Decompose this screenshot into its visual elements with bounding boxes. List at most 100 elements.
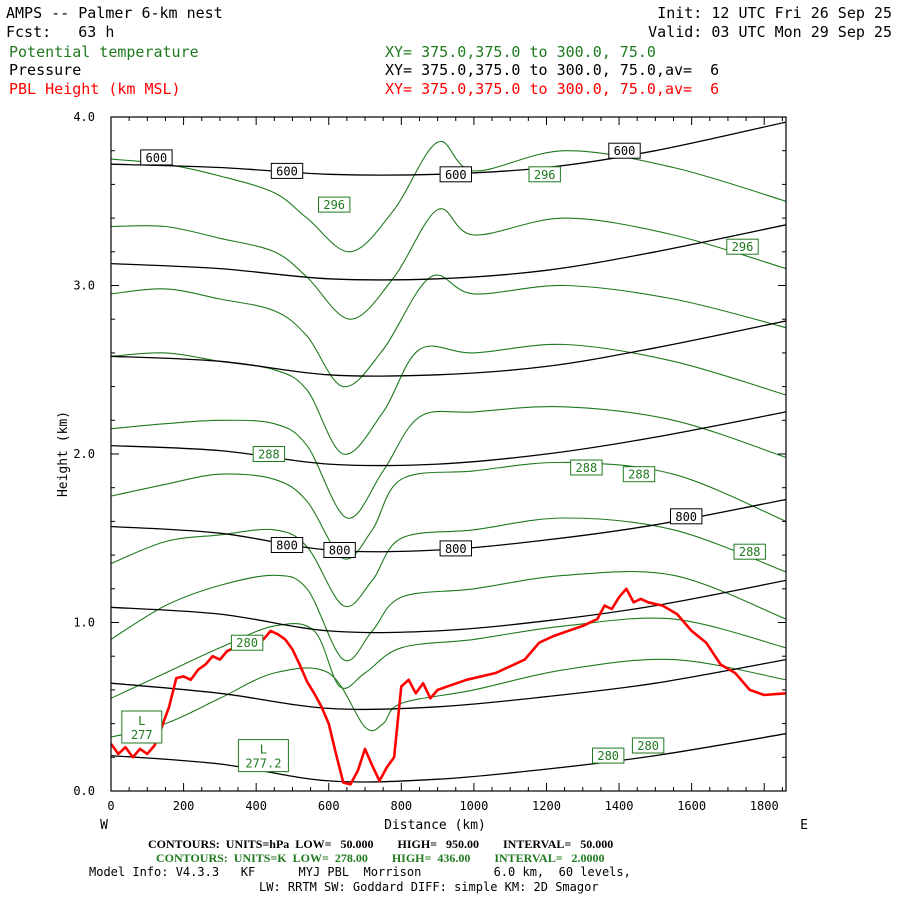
theta-label-text: 288 <box>258 448 280 462</box>
low-marker-value: 277 <box>131 728 153 742</box>
field-theta-xy: XY= 375.0,375.0 to 300.0, 75.0 <box>385 43 656 61</box>
pressure-label-text: 800 <box>445 542 467 556</box>
field-pressure-xy: XY= 375.0,375.0 to 300.0, 75.0,av= 6 <box>385 61 720 79</box>
x-tick-label: 1600 <box>677 799 706 813</box>
y-tick-label: 1.0 <box>73 616 95 630</box>
pressure-label-text: 600 <box>614 144 636 158</box>
low-marker-box <box>237 739 289 773</box>
theta-contour-line <box>111 406 786 519</box>
theta-label: 288 <box>622 466 656 483</box>
theta-label-text: 280 <box>597 749 619 763</box>
pressure-label-box <box>270 162 304 179</box>
theta-label: 288 <box>733 543 766 560</box>
theta-contour-line <box>111 461 786 560</box>
y-tick-label: 2.0 <box>73 447 95 461</box>
pressure-contour-750 <box>111 411 786 467</box>
pressure-label: 800 <box>439 540 473 557</box>
pressure-contour-800 <box>111 498 786 553</box>
pressure-label: 600 <box>608 142 641 159</box>
theta-label-box <box>592 747 625 764</box>
field-theta-title: Potential temperature <box>9 43 199 61</box>
low-marker-value: 277.2 <box>245 757 281 771</box>
theta-label-text: 280 <box>236 636 258 650</box>
pressure-label-text: 800 <box>276 539 298 553</box>
x-tick-label: 1200 <box>532 799 561 813</box>
theta-label: 296 <box>318 196 351 213</box>
theta-label-text: 288 <box>576 461 598 475</box>
theta-label-text: 296 <box>534 168 556 182</box>
pressure-label: 800 <box>270 537 304 553</box>
y-tick-label: 4.0 <box>73 110 95 124</box>
y-tick-label: 0.0 <box>73 784 95 798</box>
theta-label: 288 <box>570 459 603 476</box>
theta-label-box <box>726 238 759 255</box>
field-pbl-xy: XY= 375.0,375.0 to 300.0, 75.0,av= 6 <box>385 80 720 98</box>
pressure-label: 600 <box>270 162 304 179</box>
pressure-label-text: 800 <box>329 544 351 558</box>
theta-contour-line <box>111 570 786 662</box>
pressure-label-text: 600 <box>276 164 298 178</box>
low-marker-symbol: L <box>260 743 267 757</box>
theta-label-box <box>631 737 665 754</box>
field-pressure-title: Pressure <box>9 61 82 79</box>
x-tick-label: 1400 <box>605 799 634 813</box>
pressure-contour-info: CONTOURS: UNITS=hPa LOW= 50.000 HIGH= 95… <box>148 837 614 851</box>
x-tick-label: 400 <box>245 799 267 813</box>
contour-labels: 600 600 600 600 800 800 800 800 296 296 296 288 288 2… <box>121 142 766 773</box>
theta-contours <box>111 140 786 738</box>
theta-contour-line <box>111 617 786 699</box>
valid-time: Valid: 03 UTC Mon 29 Sep 25 <box>648 23 892 41</box>
theta-label-text: 288 <box>739 545 761 559</box>
west-label: W <box>100 818 108 833</box>
x-tick-label: 600 <box>318 799 340 813</box>
pressure-label: 800 <box>323 542 356 558</box>
theta-label-text: 296 <box>732 240 754 254</box>
theta-label: 288 <box>252 446 286 462</box>
y-tick-label: 3.0 <box>73 279 95 293</box>
theta-label-box <box>622 466 656 483</box>
pressure-label-box <box>439 166 473 183</box>
x-axis-label: Distance (km) <box>384 818 486 833</box>
low-marker-box <box>121 710 163 744</box>
pressure-contours <box>111 121 786 783</box>
pressure-contour-700 <box>111 320 786 377</box>
x-tick-label: 200 <box>173 799 195 813</box>
theta-label-box <box>252 446 286 462</box>
pbl-height-series <box>111 587 786 786</box>
theta-contour-line <box>111 658 786 738</box>
theta-label: 280 <box>592 747 625 764</box>
pressure-label-box <box>140 149 173 166</box>
forecast-hour: Fcst: 63 h <box>6 23 115 41</box>
x-tick-label: 1800 <box>750 799 779 813</box>
theta-label-box <box>570 459 603 476</box>
pressure-contour-850 <box>111 579 786 634</box>
theta-contour-info: CONTOURS: UNITS=K LOW= 278.00 HIGH= 436.… <box>156 851 605 865</box>
x-tick-label: 800 <box>390 799 412 813</box>
y-axis-label: Height (km) <box>56 411 71 497</box>
theta-label-box <box>230 634 264 651</box>
theta-contour-line <box>111 517 786 608</box>
init-time: Init: 12 UTC Fri 26 Sep 25 <box>657 4 892 22</box>
pressure-label-text: 600 <box>445 168 467 182</box>
x-tick-label: 1000 <box>459 799 488 813</box>
theta-label: 296 <box>528 166 561 183</box>
pressure-label-text: 600 <box>146 151 168 165</box>
pressure-contour-600 <box>111 121 786 176</box>
theta-label-text: 296 <box>323 198 345 212</box>
pressure-label: 800 <box>670 508 703 525</box>
pressure-contour-950 <box>111 733 786 783</box>
pressure-contour-900 <box>111 658 786 711</box>
plot-area <box>111 117 786 791</box>
theta-label-text: 288 <box>628 468 650 482</box>
pressure-contour-650 <box>111 224 786 281</box>
pressure-label-box <box>670 508 703 525</box>
east-label: E <box>800 818 808 833</box>
pressure-label-box <box>323 542 356 558</box>
theta-label-text: 280 <box>637 739 659 753</box>
pressure-label: 600 <box>439 166 473 183</box>
model-info: Model Info: V4.3.3 KF MYJ PBL Morrison 6… <box>89 865 631 879</box>
pressure-label-box <box>270 537 304 553</box>
